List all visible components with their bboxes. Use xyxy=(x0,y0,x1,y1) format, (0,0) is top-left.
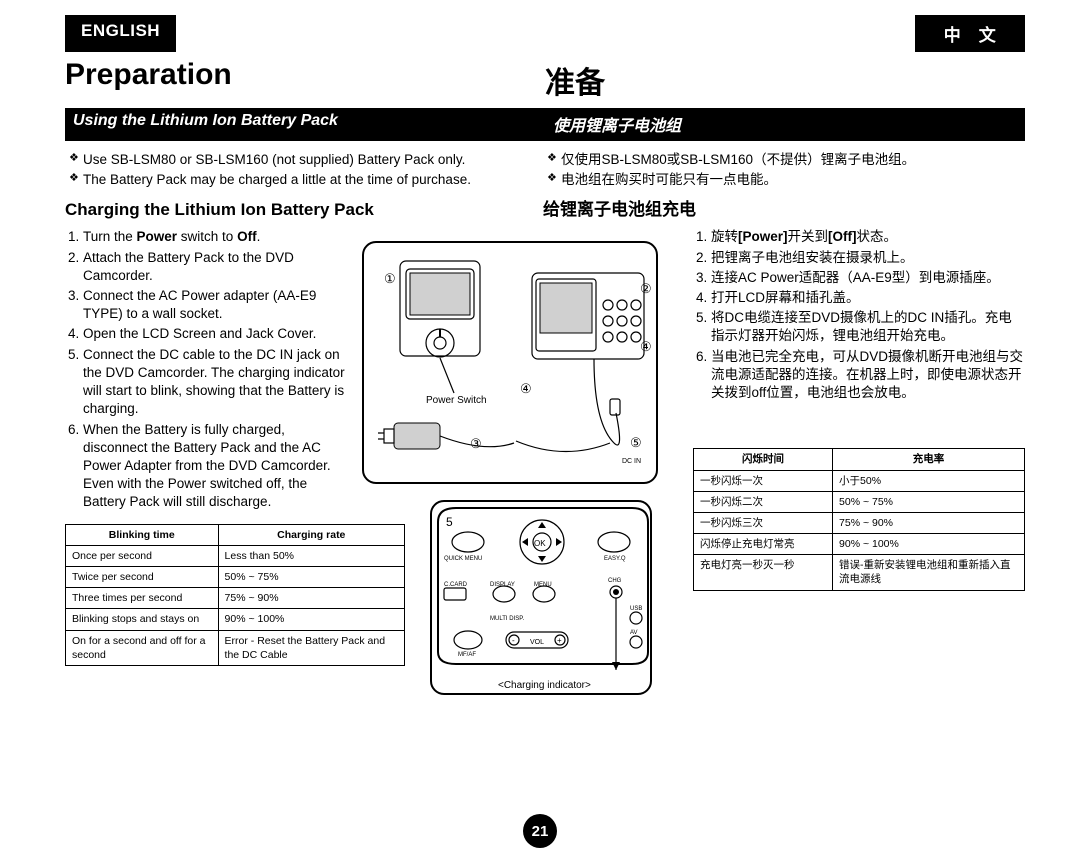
page-number: 21 xyxy=(523,814,557,848)
td-cn-10: 一秒闪烁二次 xyxy=(694,491,833,512)
section-bar-en: Using the Lithium Ion Battery Pack xyxy=(65,108,545,141)
td-cn-31: 90% ~ 100% xyxy=(833,534,1025,555)
steps-en: Turn the Power switch to Off. Attach the… xyxy=(65,228,345,511)
td-cn-00: 一秒闪烁一次 xyxy=(694,470,833,491)
d2-av: AV xyxy=(630,630,638,636)
d2-card: C.CARD xyxy=(444,582,468,588)
d2-menu: MENU xyxy=(534,582,552,588)
td-en-40: On for a second and off for a second xyxy=(66,630,219,665)
subhead-cn: 给锂离子电池组充电 xyxy=(543,199,1025,222)
language-row: ENGLISH 中 文 xyxy=(65,15,1025,52)
td-cn-41: 错误-重新安装锂电池组和重新插入直流电源线 xyxy=(833,555,1025,590)
diagram-charging-indicator: 5 OK QUICK MENU EASY.Q C.CARD DISPLAY ME… xyxy=(430,500,652,695)
bullet-cn-1: 仅使用SB-LSM80或SB-LSM160（不提供）锂离子电池组。 xyxy=(547,151,1025,169)
td-en-01: Less than 50% xyxy=(218,545,404,566)
s1b2: [Off] xyxy=(828,229,856,244)
bullets-cn: 仅使用SB-LSM80或SB-LSM160（不提供）锂离子电池组。 电池组在购买… xyxy=(543,151,1025,189)
step1-mid: switch to xyxy=(177,229,237,244)
d2-num5: 5 xyxy=(446,515,453,529)
step1-pre: Turn the xyxy=(83,229,137,244)
lang-chinese: 中 文 xyxy=(915,15,1025,52)
section-bar-row: Using the Lithium Ion Battery Pack 使用锂离子… xyxy=(65,108,1025,141)
diagram-charging-setup: Power Switch ① ③ ② ④ ④ ⑤ DC IN xyxy=(362,241,658,484)
bullet-en-2: The Battery Pack may be charged a little… xyxy=(69,171,527,189)
s1mid: 开关到 xyxy=(788,229,829,244)
step-en-5: Connect the DC cable to the DC IN jack o… xyxy=(83,346,345,419)
td-cn-30: 闪烁停止充电灯常亮 xyxy=(694,534,833,555)
steps-cn: 旋转[Power]开关到[Off]状态。 把锂离子电池组安装在摄录机上。 连接A… xyxy=(693,228,1025,402)
step-cn-2: 把锂离子电池组安装在摄录机上。 xyxy=(711,249,1025,267)
step-cn-5: 将DC电缆连接至DVD摄像机上的DC IN插孔。充电指示灯器开始闪烁，锂电池组开… xyxy=(711,309,1025,345)
td-en-31: 90% ~ 100% xyxy=(218,609,404,630)
svg-text:+: + xyxy=(557,636,562,645)
d2-ok: OK xyxy=(534,539,546,548)
step1-period: . xyxy=(257,229,261,244)
td-en-20: Three times per second xyxy=(66,588,219,609)
td-en-11: 50% ~ 75% xyxy=(218,567,404,588)
callout-1: ① xyxy=(384,271,396,286)
s1post: 状态。 xyxy=(857,229,898,244)
step1-b2: Off xyxy=(237,229,257,244)
step1-b1: Power xyxy=(137,229,178,244)
td-cn-11: 50% ~ 75% xyxy=(833,491,1025,512)
step-cn-1: 旋转[Power]开关到[Off]状态。 xyxy=(711,228,1025,246)
step-en-2: Attach the Battery Pack to the DVD Camco… xyxy=(83,249,345,285)
d2-display: DISPLAY xyxy=(490,582,515,588)
d2-quickmenu: QUICK MENU xyxy=(444,556,482,562)
lang-english: ENGLISH xyxy=(65,15,176,52)
title-cn: 准备 xyxy=(545,58,1025,102)
diagram1-svg: Power Switch ① ③ ② ④ ④ ⑤ DC IN xyxy=(364,243,658,484)
td-en-00: Once per second xyxy=(66,545,219,566)
charge-table-cn: 闪烁时间 充电率 一秒闪烁一次小于50% 一秒闪烁二次50% ~ 75% 一秒闪… xyxy=(693,448,1025,590)
step-cn-3: 连接AC Power适配器（AA-E9型）到电源插座。 xyxy=(711,269,1025,287)
th-cn-0: 闪烁时间 xyxy=(694,449,833,470)
td-cn-40: 充电灯亮一秒灭一秒 xyxy=(694,555,833,590)
s1b1: [Power] xyxy=(738,229,788,244)
td-cn-20: 一秒闪烁三次 xyxy=(694,512,833,533)
callout-4l: ④ xyxy=(520,381,532,396)
th-en-1: Charging rate xyxy=(218,524,404,545)
d2-mfaf: MF/AF xyxy=(458,652,476,658)
td-en-10: Twice per second xyxy=(66,567,219,588)
d2-caption: <Charging indicator> xyxy=(498,680,591,691)
d2-multi: MULTI DISP. xyxy=(490,616,524,622)
subhead-en: Charging the Lithium Ion Battery Pack xyxy=(65,199,527,222)
s1pre: 旋转 xyxy=(711,229,738,244)
step-cn-4: 打开LCD屏幕和插孔盖。 xyxy=(711,289,1025,307)
d2-chg: CHG xyxy=(608,578,622,584)
svg-text:DC IN: DC IN xyxy=(622,458,641,465)
callout-4r: ④ xyxy=(640,339,652,354)
section-bar-cn: 使用锂离子电池组 xyxy=(545,108,1025,141)
step-en-6: When the Battery is fully charged, disco… xyxy=(83,421,345,512)
callout-2: ② xyxy=(640,281,652,296)
th-cn-1: 充电率 xyxy=(833,449,1025,470)
bullet-en-1: Use SB-LSM80 or SB-LSM160 (not supplied)… xyxy=(69,151,527,169)
title-row: Preparation 准备 xyxy=(65,58,1025,102)
td-cn-21: 75% ~ 90% xyxy=(833,512,1025,533)
d2-usb: USB xyxy=(630,606,642,612)
callout-5: ⑤ xyxy=(630,435,642,450)
td-en-30: Blinking stops and stays on xyxy=(66,609,219,630)
callout-3: ③ xyxy=(470,436,482,451)
td-en-21: 75% ~ 90% xyxy=(218,588,404,609)
td-en-41: Error - Reset the Battery Pack and the D… xyxy=(218,630,404,665)
bullet-cn-2: 电池组在购买时可能只有一点电能。 xyxy=(547,171,1025,189)
step-en-3: Connect the AC Power adapter (AA-E9 TYPE… xyxy=(83,287,345,323)
th-en-0: Blinking time xyxy=(66,524,219,545)
power-switch-label: Power Switch xyxy=(426,395,487,406)
diagram2-svg: 5 OK QUICK MENU EASY.Q C.CARD DISPLAY ME… xyxy=(432,502,652,695)
charge-table-en: Blinking time Charging rate Once per sec… xyxy=(65,524,405,666)
d2-vol: VOL xyxy=(530,639,544,646)
bullets-en: Use SB-LSM80 or SB-LSM160 (not supplied)… xyxy=(65,151,527,189)
d2-easyq: EASY.Q xyxy=(604,556,626,562)
svg-text:-: - xyxy=(512,636,515,645)
step-cn-6: 当电池已完全充电，可从DVD摄像机断开电池组与交流电源适配器的连接。在机器上时，… xyxy=(711,348,1025,403)
td-cn-01: 小于50% xyxy=(833,470,1025,491)
title-en: Preparation xyxy=(65,58,545,92)
step-en-1: Turn the Power switch to Off. xyxy=(83,228,345,246)
step-en-4: Open the LCD Screen and Jack Cover. xyxy=(83,325,345,343)
